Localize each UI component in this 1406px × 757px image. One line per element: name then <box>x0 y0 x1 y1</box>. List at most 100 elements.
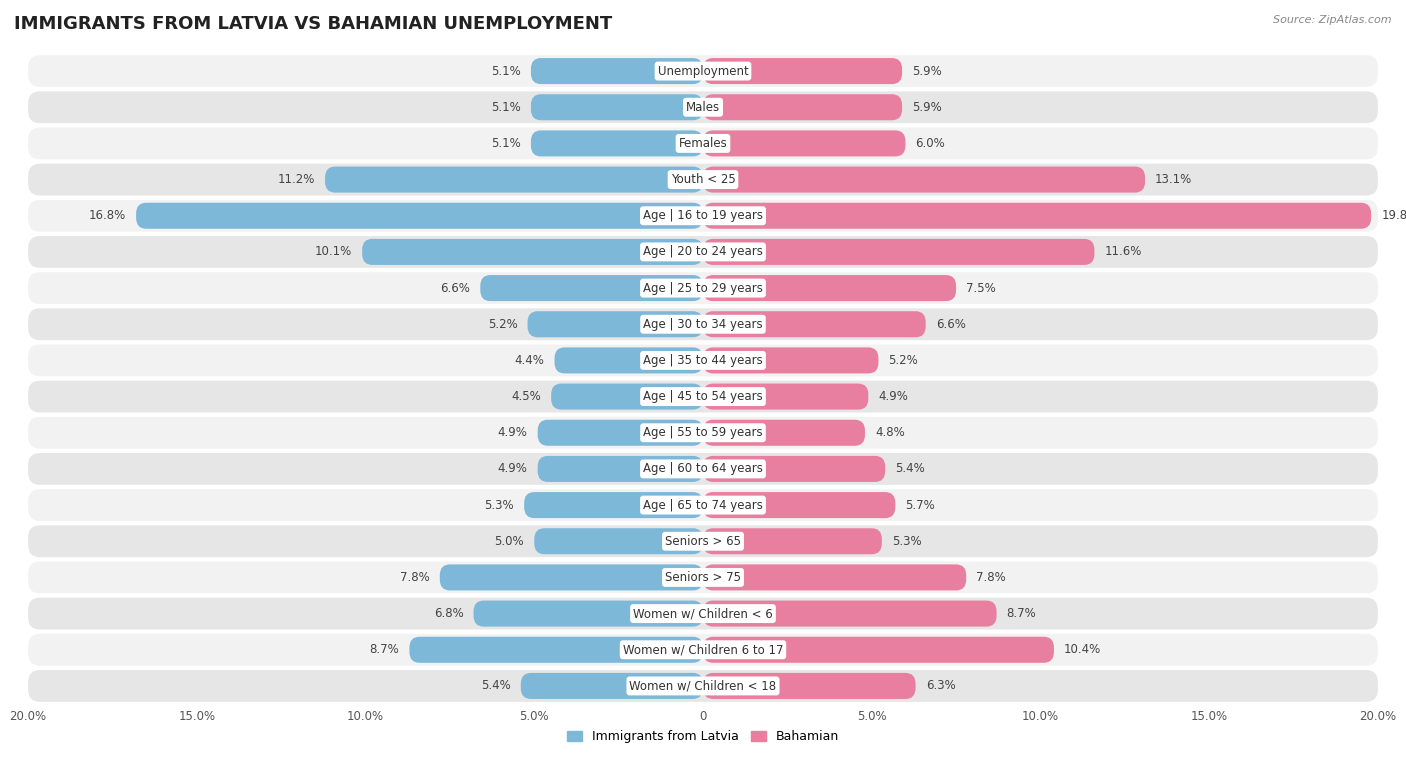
Text: 11.6%: 11.6% <box>1105 245 1142 258</box>
FancyBboxPatch shape <box>409 637 703 663</box>
FancyBboxPatch shape <box>481 275 703 301</box>
Text: 4.8%: 4.8% <box>875 426 905 439</box>
Text: Seniors > 75: Seniors > 75 <box>665 571 741 584</box>
FancyBboxPatch shape <box>28 670 1378 702</box>
Legend: Immigrants from Latvia, Bahamian: Immigrants from Latvia, Bahamian <box>567 731 839 743</box>
Text: 5.0%: 5.0% <box>495 534 524 548</box>
FancyBboxPatch shape <box>703 347 879 373</box>
FancyBboxPatch shape <box>537 419 703 446</box>
Text: 5.2%: 5.2% <box>889 354 918 367</box>
FancyBboxPatch shape <box>28 562 1378 593</box>
FancyBboxPatch shape <box>554 347 703 373</box>
FancyBboxPatch shape <box>28 489 1378 521</box>
FancyBboxPatch shape <box>136 203 703 229</box>
Text: Age | 16 to 19 years: Age | 16 to 19 years <box>643 209 763 223</box>
Text: 19.8%: 19.8% <box>1381 209 1406 223</box>
Text: 7.8%: 7.8% <box>399 571 430 584</box>
Text: 5.9%: 5.9% <box>912 64 942 77</box>
FancyBboxPatch shape <box>534 528 703 554</box>
Text: 5.1%: 5.1% <box>491 137 520 150</box>
Text: 6.6%: 6.6% <box>440 282 470 294</box>
Text: 5.7%: 5.7% <box>905 499 935 512</box>
FancyBboxPatch shape <box>703 94 903 120</box>
FancyBboxPatch shape <box>703 203 1371 229</box>
Text: 4.9%: 4.9% <box>879 390 908 403</box>
FancyBboxPatch shape <box>703 637 1054 663</box>
FancyBboxPatch shape <box>703 167 1144 192</box>
FancyBboxPatch shape <box>537 456 703 482</box>
Text: 6.0%: 6.0% <box>915 137 945 150</box>
FancyBboxPatch shape <box>551 384 703 410</box>
FancyBboxPatch shape <box>363 239 703 265</box>
Text: 5.9%: 5.9% <box>912 101 942 114</box>
Text: 6.3%: 6.3% <box>925 680 956 693</box>
FancyBboxPatch shape <box>703 239 1094 265</box>
Text: Females: Females <box>679 137 727 150</box>
Text: 5.4%: 5.4% <box>896 463 925 475</box>
Text: 7.8%: 7.8% <box>976 571 1007 584</box>
Text: 4.9%: 4.9% <box>498 426 527 439</box>
FancyBboxPatch shape <box>28 344 1378 376</box>
Text: 5.2%: 5.2% <box>488 318 517 331</box>
FancyBboxPatch shape <box>520 673 703 699</box>
FancyBboxPatch shape <box>527 311 703 338</box>
FancyBboxPatch shape <box>531 58 703 84</box>
Text: 10.1%: 10.1% <box>315 245 352 258</box>
FancyBboxPatch shape <box>703 456 886 482</box>
Text: 5.3%: 5.3% <box>891 534 921 548</box>
Text: 11.2%: 11.2% <box>277 173 315 186</box>
Text: Women w/ Children < 6: Women w/ Children < 6 <box>633 607 773 620</box>
Text: 5.4%: 5.4% <box>481 680 510 693</box>
Text: Males: Males <box>686 101 720 114</box>
Text: 6.6%: 6.6% <box>936 318 966 331</box>
FancyBboxPatch shape <box>703 275 956 301</box>
Text: 8.7%: 8.7% <box>1007 607 1036 620</box>
FancyBboxPatch shape <box>531 94 703 120</box>
FancyBboxPatch shape <box>703 600 997 627</box>
Text: Women w/ Children 6 to 17: Women w/ Children 6 to 17 <box>623 643 783 656</box>
FancyBboxPatch shape <box>440 565 703 590</box>
FancyBboxPatch shape <box>28 634 1378 665</box>
FancyBboxPatch shape <box>28 308 1378 340</box>
FancyBboxPatch shape <box>28 273 1378 304</box>
Text: Youth < 25: Youth < 25 <box>671 173 735 186</box>
Text: 10.4%: 10.4% <box>1064 643 1101 656</box>
Text: 4.9%: 4.9% <box>498 463 527 475</box>
FancyBboxPatch shape <box>703 384 869 410</box>
FancyBboxPatch shape <box>28 381 1378 413</box>
Text: 16.8%: 16.8% <box>89 209 127 223</box>
FancyBboxPatch shape <box>703 58 903 84</box>
Text: Unemployment: Unemployment <box>658 64 748 77</box>
FancyBboxPatch shape <box>28 453 1378 484</box>
FancyBboxPatch shape <box>703 528 882 554</box>
Text: 5.1%: 5.1% <box>491 101 520 114</box>
Text: 5.1%: 5.1% <box>491 64 520 77</box>
Text: IMMIGRANTS FROM LATVIA VS BAHAMIAN UNEMPLOYMENT: IMMIGRANTS FROM LATVIA VS BAHAMIAN UNEMP… <box>14 15 612 33</box>
FancyBboxPatch shape <box>703 673 915 699</box>
Text: Age | 30 to 34 years: Age | 30 to 34 years <box>643 318 763 331</box>
FancyBboxPatch shape <box>28 525 1378 557</box>
Text: Age | 35 to 44 years: Age | 35 to 44 years <box>643 354 763 367</box>
FancyBboxPatch shape <box>28 92 1378 123</box>
Text: Age | 20 to 24 years: Age | 20 to 24 years <box>643 245 763 258</box>
Text: Seniors > 65: Seniors > 65 <box>665 534 741 548</box>
Text: Age | 65 to 74 years: Age | 65 to 74 years <box>643 499 763 512</box>
FancyBboxPatch shape <box>703 311 925 338</box>
FancyBboxPatch shape <box>703 492 896 518</box>
Text: Age | 45 to 54 years: Age | 45 to 54 years <box>643 390 763 403</box>
Text: 5.3%: 5.3% <box>485 499 515 512</box>
FancyBboxPatch shape <box>703 419 865 446</box>
FancyBboxPatch shape <box>703 130 905 157</box>
FancyBboxPatch shape <box>28 417 1378 449</box>
FancyBboxPatch shape <box>28 598 1378 630</box>
FancyBboxPatch shape <box>28 164 1378 195</box>
FancyBboxPatch shape <box>524 492 703 518</box>
Text: Women w/ Children < 18: Women w/ Children < 18 <box>630 680 776 693</box>
Text: 8.7%: 8.7% <box>370 643 399 656</box>
Text: Age | 55 to 59 years: Age | 55 to 59 years <box>643 426 763 439</box>
Text: 7.5%: 7.5% <box>966 282 995 294</box>
Text: 4.4%: 4.4% <box>515 354 544 367</box>
FancyBboxPatch shape <box>531 130 703 157</box>
FancyBboxPatch shape <box>28 55 1378 87</box>
Text: Age | 60 to 64 years: Age | 60 to 64 years <box>643 463 763 475</box>
